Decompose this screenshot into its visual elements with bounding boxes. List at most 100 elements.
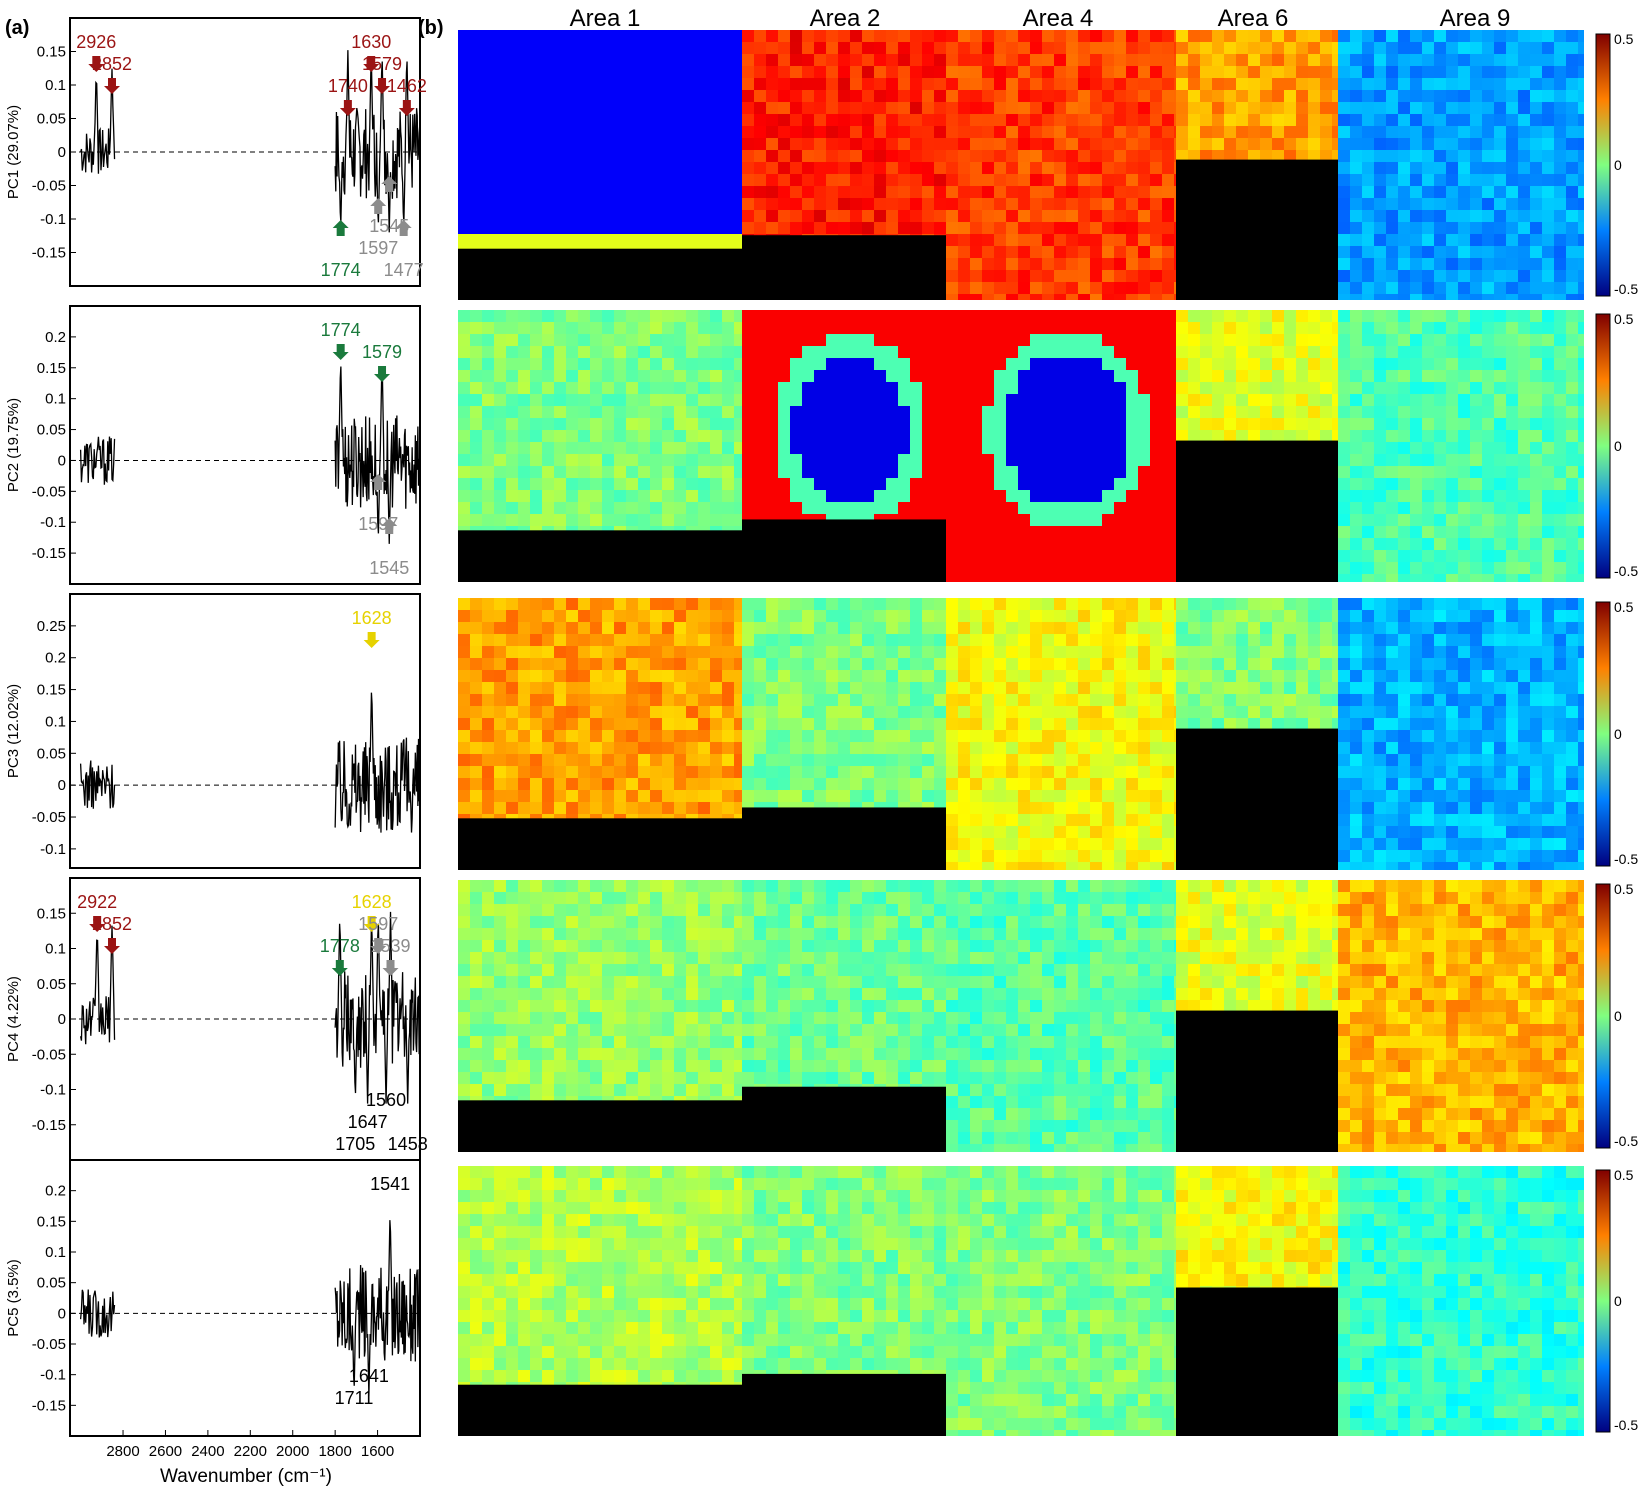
score-map-cell bbox=[1176, 1166, 1338, 1436]
annotation-label: 1628 bbox=[352, 892, 392, 912]
x-tick-label: 1600 bbox=[361, 1443, 394, 1460]
annotation-arrow bbox=[374, 366, 391, 382]
colorbar-tick-label: 0.5 bbox=[1614, 599, 1634, 615]
y-tick-label: -0.05 bbox=[32, 483, 66, 500]
colorbar bbox=[1595, 883, 1611, 1149]
y-axis-label: PC3 (12.02%) bbox=[5, 684, 22, 778]
masked-region bbox=[458, 248, 742, 300]
annotation-arrow bbox=[370, 198, 387, 214]
y-tick-label: 0.25 bbox=[37, 618, 66, 635]
panel-b-label: (b) bbox=[418, 17, 444, 39]
annotation-label: 2852 bbox=[92, 914, 132, 934]
spectrum-2: 0.2 0.15 0.1 0.05 0 -0.05 -0.1 -0.15 PC2 (19.75%… bbox=[5, 305, 421, 585]
annotation-label: 2926 bbox=[76, 32, 116, 52]
area-title-9: Area 9 bbox=[1440, 5, 1511, 32]
y-tick-label: 0.2 bbox=[45, 1183, 66, 1200]
annotation-arrow bbox=[370, 474, 387, 490]
x-axis-label: Wavenumber (cm⁻¹) bbox=[160, 1466, 332, 1487]
masked-region bbox=[1176, 1287, 1338, 1436]
x-tick-label: 2800 bbox=[106, 1443, 139, 1460]
masked-region bbox=[458, 1384, 742, 1436]
annotation-label: 1560 bbox=[366, 1090, 406, 1110]
annotation-arrow bbox=[332, 344, 349, 360]
y-tick-label: -0.15 bbox=[32, 545, 66, 562]
colorbar-tick-label: 0 bbox=[1614, 1008, 1622, 1024]
masked-region bbox=[742, 1373, 946, 1436]
annotation-arrow bbox=[104, 78, 120, 94]
annotation-arrow bbox=[382, 960, 399, 976]
score-map-cell bbox=[1176, 310, 1338, 582]
spectrum-line-ch-region bbox=[79, 925, 116, 1045]
score-map-cell bbox=[1338, 598, 1584, 870]
y-tick-label: -0.15 bbox=[32, 1117, 66, 1134]
masked-region bbox=[458, 1100, 742, 1152]
y-tick-label: 0.15 bbox=[37, 682, 66, 699]
annotation-label: 2852 bbox=[92, 54, 132, 74]
colorbar-tick-label: -0.5 bbox=[1614, 563, 1638, 579]
y-tick-label: 0.15 bbox=[37, 44, 66, 61]
annotation-label: 1539 bbox=[370, 936, 410, 956]
score-map-cell bbox=[946, 30, 1176, 300]
annotation-arrow bbox=[395, 220, 412, 236]
score-map-cell bbox=[1338, 30, 1584, 300]
score-map-cell bbox=[946, 1166, 1176, 1436]
score-map-cell bbox=[1338, 310, 1584, 582]
annotation-arrow bbox=[339, 100, 356, 116]
annotation-arrow bbox=[332, 220, 349, 236]
score-map-cell bbox=[742, 1166, 946, 1436]
score-map-cell bbox=[946, 598, 1176, 870]
score-map-cell bbox=[742, 598, 946, 870]
y-tick-label: 0.05 bbox=[37, 422, 66, 439]
y-tick-label: 0.15 bbox=[37, 905, 66, 922]
annotation-label: 1628 bbox=[352, 608, 392, 628]
spectrum-line-fingerprint-region bbox=[334, 50, 421, 233]
annotation-label: 1774 bbox=[321, 260, 361, 280]
spectrum-line-fingerprint-region bbox=[334, 1220, 421, 1397]
y-tick-label: 0 bbox=[58, 1011, 66, 1028]
y-tick-label: 0.1 bbox=[45, 77, 66, 94]
y-tick-label: -0.1 bbox=[40, 211, 66, 228]
spectrum-line-fingerprint-region bbox=[334, 366, 421, 544]
score-map-row-3: 0.5 0 -0.5 bbox=[458, 598, 1638, 870]
annotation-arrow bbox=[370, 938, 387, 954]
score-map-row-4: 0.5 0 -0.5 bbox=[458, 880, 1638, 1152]
colorbar bbox=[1595, 1169, 1611, 1433]
colorbar-tick-label: -0.5 bbox=[1614, 851, 1638, 867]
annotation-arrow bbox=[104, 938, 120, 954]
spectrum-line-ch-region bbox=[79, 1289, 116, 1338]
spectrum-4: 0.15 0.1 0.05 0 -0.05 -0.1 -0.15 PC4 (4.22%) 292… bbox=[5, 877, 428, 1161]
colorbar bbox=[1595, 33, 1611, 297]
area-title-4: Area 4 bbox=[1023, 5, 1094, 32]
masked-region bbox=[1176, 1010, 1338, 1152]
annotation-label: 1477 bbox=[384, 260, 424, 280]
spectrum-line-ch-region bbox=[79, 760, 116, 809]
masked-region bbox=[742, 235, 946, 300]
score-map-cell bbox=[1176, 30, 1338, 300]
y-tick-label: 0 bbox=[58, 452, 66, 469]
score-map-cell bbox=[946, 310, 1176, 582]
score-map-cell bbox=[946, 880, 1176, 1152]
annotation-label: 1462 bbox=[387, 76, 427, 96]
colorbar-tick-label: 0 bbox=[1614, 726, 1622, 742]
annotation-arrow bbox=[331, 960, 348, 976]
score-map-cell bbox=[742, 30, 946, 300]
annotation-label: 1597 bbox=[358, 238, 398, 258]
area-titles: Area 1 Area 2 Area 4 Area 6 Area 9 bbox=[570, 5, 1511, 32]
y-tick-label: 0 bbox=[58, 144, 66, 161]
annotation-label: 1705 bbox=[335, 1134, 375, 1154]
y-tick-label: 0.05 bbox=[37, 745, 66, 762]
y-axis-label: PC2 (19.75%) bbox=[5, 398, 22, 492]
annotation-label: 1711 bbox=[335, 1388, 374, 1408]
masked-region bbox=[742, 1086, 946, 1152]
plot-frame bbox=[69, 305, 421, 585]
colorbar-tick-label: -0.5 bbox=[1614, 1133, 1638, 1149]
annotation-label: 1740 bbox=[328, 76, 368, 96]
annotation-label: 1579 bbox=[362, 54, 402, 74]
colorbar bbox=[1595, 601, 1611, 867]
x-tick-label: 2400 bbox=[191, 1443, 224, 1460]
colorbar-tick-label: -0.5 bbox=[1614, 1417, 1638, 1433]
score-map-cell bbox=[458, 310, 742, 582]
masked-region bbox=[742, 519, 946, 582]
y-tick-label: 0.05 bbox=[37, 976, 66, 993]
y-tick-label: -0.05 bbox=[32, 809, 66, 826]
